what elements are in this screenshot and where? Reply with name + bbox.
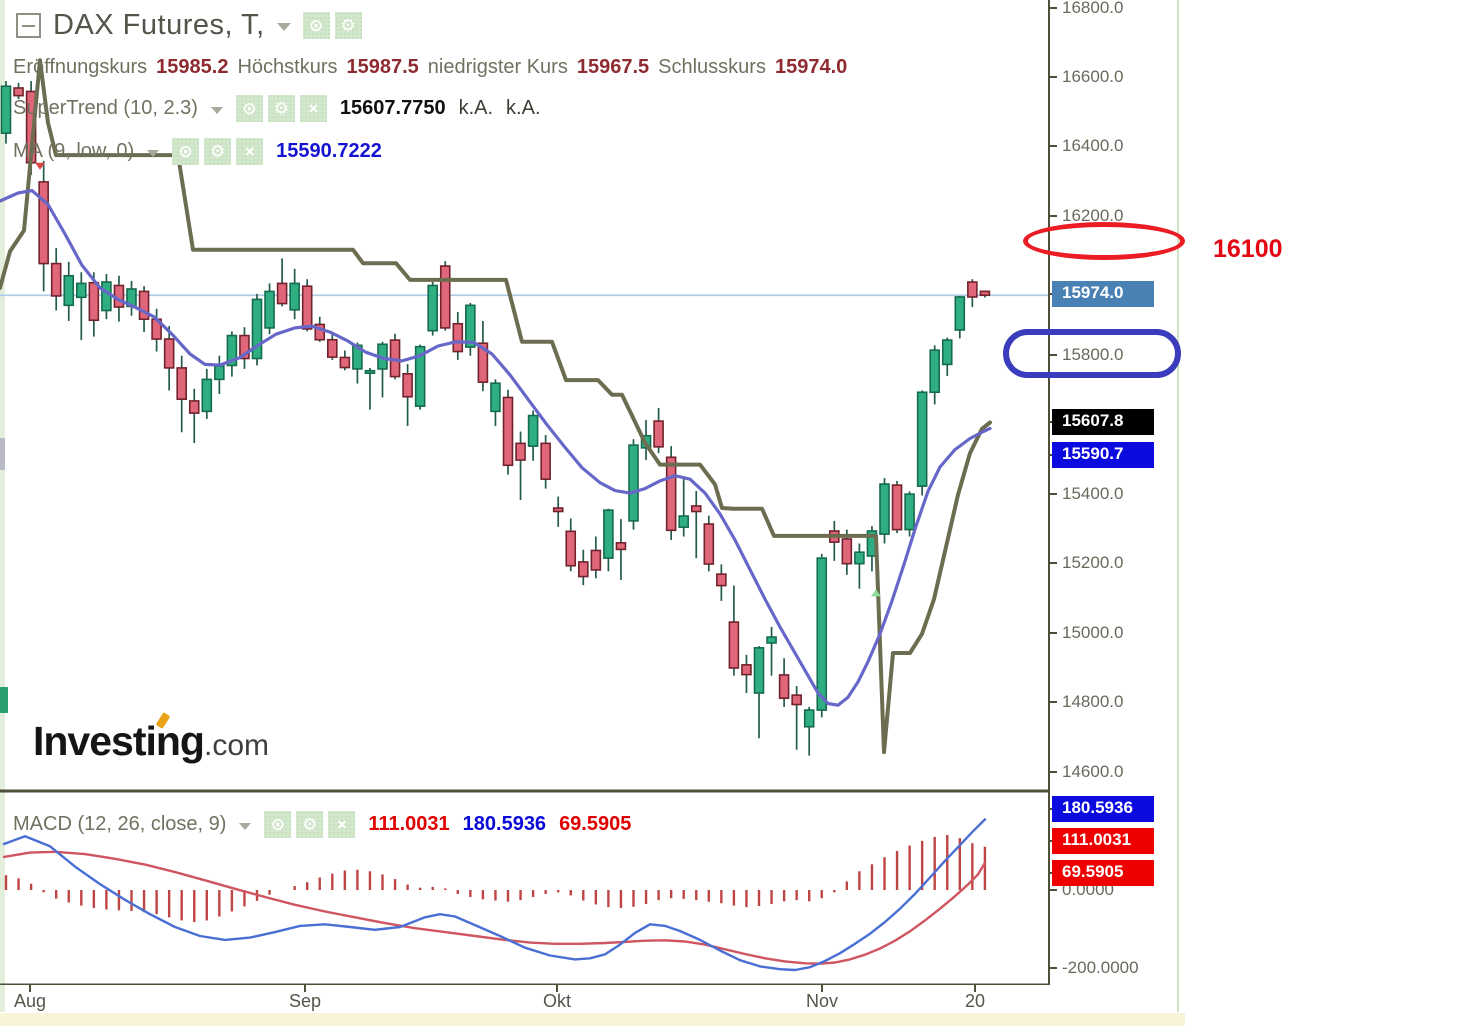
- symbol-title[interactable]: DAX Futures, T,: [53, 9, 265, 41]
- gear-icon[interactable]: ⚙: [296, 811, 324, 838]
- axis-date-label: Okt: [542, 991, 571, 1011]
- quote-value: 15974.0: [774, 56, 848, 78]
- axis-price-label: 15800.0: [1062, 345, 1124, 364]
- axis-date-label: 20: [964, 991, 986, 1011]
- close-icon[interactable]: ×: [236, 138, 264, 165]
- axis-tick: [1050, 562, 1057, 564]
- blue-annotation-ellipse: [1003, 329, 1181, 378]
- axis-tick: [29, 985, 31, 992]
- axis-tick: [974, 985, 976, 992]
- visibility-icon[interactable]: ⊙: [264, 811, 292, 838]
- macd-signal-value: 69.5905: [559, 813, 632, 835]
- axis-date-label: Nov: [805, 991, 838, 1011]
- investing-watermark: Investing.com: [33, 712, 269, 765]
- quote-value: 15985.2: [156, 56, 229, 78]
- axis-price-label: 15000.0: [1062, 623, 1124, 642]
- visibility-icon[interactable]: ⊙: [302, 12, 330, 39]
- axis-tick: [1050, 76, 1057, 78]
- quote-label: Eröffnungskurs: [13, 56, 148, 78]
- quote-row: Eröffnungskurs 15985.2 Höchstkurs 15987.5 ni…: [13, 56, 847, 79]
- macd-label: MACD (12, 26, close, 9): [13, 813, 227, 835]
- watermark-text: Investing: [33, 718, 205, 764]
- quote-label: niedrigster Kurs: [427, 56, 568, 78]
- quote-label: Schlusskurs: [658, 56, 766, 78]
- axis-tick: [821, 985, 823, 992]
- gear-icon[interactable]: ⚙: [204, 138, 232, 165]
- axis-price-badge: 111.0031: [1052, 828, 1154, 854]
- visibility-icon[interactable]: ⊙: [235, 95, 263, 122]
- axis-tick: [1050, 701, 1057, 703]
- axis-tick: [304, 985, 306, 992]
- quote-value: 15987.5: [346, 56, 419, 78]
- axis-tick: [1050, 493, 1057, 495]
- axis-price-badge: 180.5936: [1052, 796, 1154, 822]
- axis-tick: [556, 985, 558, 992]
- axis-price-label: 15400.0: [1062, 484, 1124, 503]
- supertrend-low-value: k.A.: [506, 97, 541, 119]
- red-annotation-label: 16100: [1213, 235, 1283, 263]
- supertrend-label: SuperTrend (10, 2.3): [13, 97, 198, 119]
- gear-icon[interactable]: ⚙: [334, 12, 362, 39]
- macd-line-value: 180.5936: [462, 813, 547, 835]
- symbol-dropdown-caret-icon[interactable]: [276, 23, 291, 31]
- axis-price-label: 14600.0: [1062, 762, 1124, 781]
- visibility-icon[interactable]: ⊙: [172, 138, 200, 165]
- axis-price-badge: 15974.0: [1052, 281, 1154, 307]
- axis-price-label: 16800.0: [1062, 0, 1124, 17]
- axis-price-label: 16600.0: [1062, 67, 1124, 86]
- axis-price-badge: 15607.8: [1052, 409, 1154, 435]
- axis-price-label: 16200.0: [1062, 206, 1124, 225]
- quote-value: 15967.5: [576, 56, 650, 78]
- close-icon[interactable]: ×: [328, 811, 356, 838]
- axis-tick: [1050, 632, 1057, 634]
- ma-value: 15590.7222: [276, 140, 382, 162]
- close-icon[interactable]: ×: [299, 95, 327, 122]
- axis-price-label: 16400.0: [1062, 136, 1124, 155]
- gear-icon[interactable]: ⚙: [267, 95, 295, 122]
- axis-tick: [1050, 771, 1057, 773]
- supertrend-dropdown-caret-icon[interactable]: [210, 106, 223, 114]
- quote-label: Höchstkurs: [237, 56, 338, 78]
- supertrend-value: 15607.7750: [339, 97, 446, 119]
- left-edge-strip: [0, 0, 5, 1012]
- bottom-edge-strip: [0, 1013, 1185, 1026]
- axis-price-badge: 15590.7: [1052, 442, 1154, 468]
- red-annotation-ellipse: [1023, 222, 1185, 260]
- collapse-panel-icon[interactable]: [16, 13, 41, 38]
- axis-price-label: 14800.0: [1062, 692, 1124, 711]
- axis-tick: [1050, 7, 1057, 9]
- right-edge-strip: [1177, 0, 1179, 1012]
- ma-label: MA (9, low, 0): [13, 140, 135, 162]
- supertrend-high-value: k.A.: [458, 97, 494, 119]
- macd-histogram-value: 111.0031: [368, 813, 450, 835]
- left-edge-scroll-fragment: [0, 438, 5, 470]
- left-edge-marker-fragment: [0, 687, 8, 713]
- axis-tick: [1050, 967, 1057, 969]
- axis-date-label: Aug: [13, 991, 47, 1011]
- axis-price-label: 15200.0: [1062, 553, 1124, 572]
- chart-plot-area[interactable]: [0, 0, 1050, 985]
- axis-tick: [1050, 354, 1057, 356]
- ma-dropdown-caret-icon[interactable]: [147, 149, 160, 157]
- watermark-suffix: .com: [203, 729, 269, 762]
- axis-date-label: Sep: [288, 991, 322, 1011]
- axis-tick: [1050, 145, 1057, 147]
- axis-tick: [1050, 215, 1057, 217]
- axis-price-label: -200.0000: [1062, 958, 1139, 977]
- axis-price-badge: 69.5905: [1052, 860, 1154, 886]
- macd-dropdown-caret-icon[interactable]: [239, 822, 252, 830]
- axis-tick: [1050, 889, 1057, 891]
